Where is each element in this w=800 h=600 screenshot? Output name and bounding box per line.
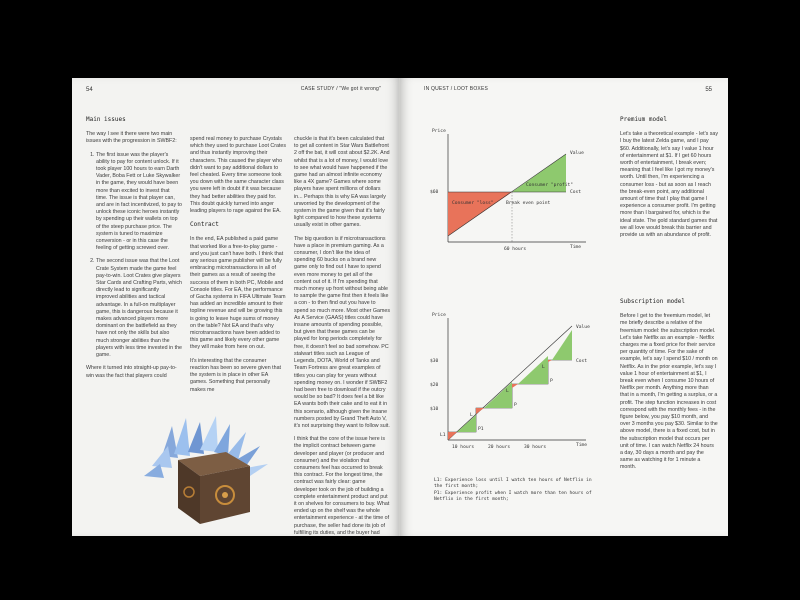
left-column-2: spend real money to purchase Crystals wh… <box>190 136 286 400</box>
chart2-loss-2 <box>476 408 484 414</box>
crystal-cube-icon <box>144 416 268 524</box>
right-page-number: 55 <box>705 87 712 93</box>
contract-heading: Contract <box>190 221 219 229</box>
cube-side-emblem <box>183 486 195 498</box>
crystal-shards <box>144 416 268 478</box>
chart2-profit-marker-1: P1 <box>478 426 484 432</box>
chart2-profit-marker-3: P <box>550 378 553 384</box>
chart2-loss-marker-4: L <box>542 364 545 370</box>
legend-l1: L1: Experience loss until I watch ten ho… <box>434 478 592 490</box>
chart2-loss-3 <box>512 384 518 388</box>
chart2-value-line <box>447 325 573 441</box>
chart2-time-label: Time <box>576 442 587 448</box>
chart1-value-line <box>447 153 567 237</box>
premium-model-heading: Premium model <box>620 116 667 123</box>
cube-emblem-center <box>222 492 228 498</box>
cube-left-face <box>178 460 200 524</box>
left-column-3: chuckle is that it's been calculated tha… <box>294 136 390 536</box>
issue-item-1: The first issue was the player's ability… <box>96 152 182 253</box>
col2-paragraph-3: It's interesting that the consumer react… <box>190 357 281 393</box>
chart2-y-tick-30: $30 <box>430 358 439 364</box>
col3-paragraph-3: I think that the core of the issue here … <box>294 436 390 536</box>
chart1-loss-label: Consumer "loss" <box>452 200 494 206</box>
chart2-profit-3 <box>518 356 548 384</box>
book-spine <box>398 78 401 536</box>
col3-paragraph-1: chuckle is that it's been calculated tha… <box>294 136 390 229</box>
premium-model-text: Let's take a theoretical example - let's… <box>620 131 719 239</box>
left-column-1: Main issues The way I see it there were … <box>86 116 182 386</box>
cube-top <box>178 452 250 476</box>
chart1-x-tick: 60 hours <box>504 246 526 252</box>
chart2-loss-1 <box>448 432 457 440</box>
left-page-number: 54 <box>86 87 93 93</box>
left-page: 54 CASE STUDY / "We got it wrong" Main i… <box>72 78 399 536</box>
chart2-loss-marker-2: L <box>470 412 473 418</box>
chart2-profit-2 <box>484 382 512 408</box>
main-issues-intro: The way I see it there were two main iss… <box>86 131 177 145</box>
subscription-model-heading: Subscription model <box>620 298 686 305</box>
col2-paragraph-2: In the end, EA published a paid game tha… <box>190 236 286 351</box>
chart1-bep-label: Break even point <box>506 200 550 206</box>
chart2-value-label: Value <box>576 324 590 330</box>
subscription-model-chart: Price Value Cost Time $30 $20 $10 10 hou… <box>430 312 590 450</box>
subscription-model-column: Subscription model Before I get to the f… <box>620 298 718 478</box>
main-issues-outro: Where it turned into straight-up pay-to-… <box>86 365 177 379</box>
chart2-profit-marker-2: P <box>514 402 517 408</box>
main-issues-heading: Main issues <box>86 116 126 123</box>
right-page: IN QUEST / LOOT BOXES 55 Price Value Cos… <box>400 78 728 536</box>
chart1-y-tick: $60 <box>430 189 439 195</box>
chart2-legend: L1: Experience loss until I watch ten ho… <box>434 478 594 504</box>
left-page-header: CASE STUDY / "We got it wrong" <box>300 86 381 92</box>
chart2-ylabel: Price <box>432 312 446 318</box>
col2-paragraph-1: spend real money to purchase Crystals wh… <box>190 136 286 215</box>
chart2-y-tick-10: $10 <box>430 406 439 412</box>
chart1-profit-label: Consumer "profit" <box>526 182 573 188</box>
issue-item-2: The second issue was that the Loot Crate… <box>96 258 182 359</box>
chart2-x-tick-20: 20 hours <box>488 444 510 450</box>
chart2-profit-4 <box>552 330 572 360</box>
chart2-loss-marker-1: L1 <box>440 432 446 438</box>
chart1-time-label: Time <box>570 244 581 250</box>
chart1-cost-label: Cost <box>570 189 581 195</box>
chart2-loss-marker-3: L <box>506 388 509 394</box>
legend-p1: P1: Experience profit when I watch more … <box>434 490 592 503</box>
chart2-loss-4 <box>548 360 552 362</box>
premium-model-column: Premium model Let's take a theoretical e… <box>620 116 718 245</box>
chart2-y-tick-20: $20 <box>430 382 439 388</box>
right-page-header: IN QUEST / LOOT BOXES <box>424 86 489 92</box>
chart2-x-tick-30: 30 hours <box>524 444 546 450</box>
chart2-cost-label: Cost <box>576 358 587 364</box>
col3-paragraph-2: The big question is if microtransactions… <box>294 235 390 429</box>
cube-emblem <box>215 485 235 505</box>
chart1-value-label: Value <box>570 150 584 156</box>
subscription-model-text: Before I get to the freemium model, let … <box>620 313 718 471</box>
premium-model-chart: Price Value Cost Time $60 60 hours Consu… <box>430 128 586 252</box>
chart2-profit-1 <box>457 415 476 432</box>
chart2-x-tick-10: 10 hours <box>452 444 474 450</box>
chart1-ylabel: Price <box>432 128 446 134</box>
issues-list: The first issue was the player's ability… <box>86 152 182 360</box>
